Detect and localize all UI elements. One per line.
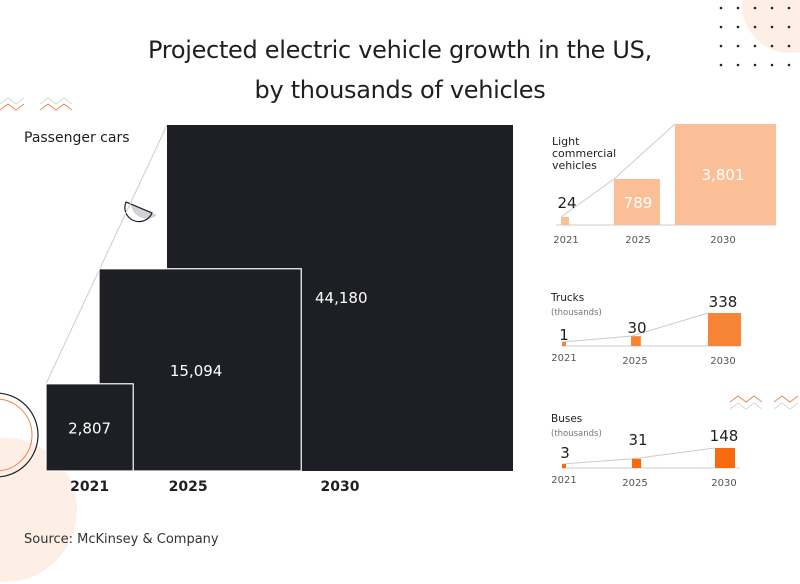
deco-dot [753, 63, 757, 67]
lcv-chart: Light commercial vehicles 24 789 3,801 2021… [552, 123, 776, 246]
trucks-subtitle: (thousands) [551, 308, 602, 318]
deco-dot [770, 63, 774, 67]
lcv-title-line-3: vehicles [552, 159, 597, 172]
trucks-bar-2025 [631, 336, 641, 346]
deco-concentric-circles [0, 392, 39, 478]
lcv-bar-2030 [675, 124, 776, 225]
passenger-value-label: 2,807 [68, 419, 111, 437]
deco-zigzag-right [729, 395, 799, 410]
lcv-value-label: 3,801 [702, 166, 745, 184]
buses-category-label: 2021 [551, 475, 576, 486]
lcv-title-line-2: commercial [552, 147, 616, 160]
passenger-category-label: 2030 [321, 479, 360, 495]
deco-peach-circle-bottom-left [0, 438, 77, 582]
passenger-cars-title: Passenger cars [24, 130, 130, 146]
deco-dot [770, 6, 774, 10]
passenger-bar-2021 [45, 383, 134, 472]
trucks-category-label: 2030 [710, 356, 735, 367]
deco-dot [719, 63, 723, 67]
trucks-title: Trucks [550, 292, 584, 304]
deco-dot [787, 6, 791, 10]
passenger-connector-line [45, 124, 168, 384]
lcv-bar-2025 [614, 178, 661, 225]
lcv-category-label: 2025 [625, 235, 650, 246]
passenger-category-label: 2025 [169, 479, 208, 495]
passenger-value-label: 15,094 [170, 362, 223, 380]
deco-dot [770, 25, 774, 29]
trucks-value-label: 338 [709, 293, 738, 311]
deco-dot [787, 25, 791, 29]
deco-zigzag-left [0, 97, 73, 111]
lcv-bar-2021 [561, 216, 570, 225]
buses-subtitle: (thousands) [551, 429, 602, 439]
buses-value-label: 3 [560, 444, 570, 462]
deco-dot [753, 44, 757, 48]
trucks-bar-2021 [562, 342, 566, 346]
deco-dot [719, 6, 723, 10]
buses-value-label: 148 [710, 427, 739, 445]
deco-dot [736, 44, 740, 48]
passenger-value-label: 44,180 [315, 289, 368, 307]
chart-title-line-2: by thousands of vehicles [254, 76, 546, 104]
buses-bar-2021 [562, 464, 566, 468]
passenger-cars-chart: Passenger cars 2,807 15,094 44,180 2021 2025… [24, 124, 513, 495]
deco-dot [719, 44, 723, 48]
deco-dot [719, 25, 723, 29]
lcv-title: Light commercial vehicles [552, 135, 620, 172]
lcv-category-label: 2021 [553, 235, 578, 246]
buses-value-label: 31 [628, 431, 647, 449]
trucks-value-label: 1 [559, 326, 569, 344]
buses-category-label: 2025 [622, 478, 647, 489]
lcv-value-label: 24 [557, 194, 576, 212]
lcv-value-label: 789 [624, 194, 653, 212]
trucks-category-label: 2025 [622, 356, 647, 367]
deco-dot [753, 6, 757, 10]
lcv-title-line-1: Light [552, 135, 580, 148]
lcv-category-label: 2030 [710, 235, 735, 246]
deco-dot [736, 25, 740, 29]
buses-connector-line [561, 447, 716, 465]
deco-dot [736, 6, 740, 10]
deco-dot [736, 63, 740, 67]
buses-chart: Buses (thousands) 3 31 148 2021 2025 2030 [551, 413, 740, 489]
deco-dot [770, 44, 774, 48]
buses-bar-2030 [715, 448, 735, 468]
trucks-chart: Trucks (thousands) 1 30 338 2021 2025 2030 [550, 292, 741, 367]
deco-dot [787, 44, 791, 48]
trucks-value-label: 30 [627, 319, 646, 337]
passenger-category-label: 2021 [70, 479, 109, 495]
buses-category-label: 2030 [711, 478, 736, 489]
buses-title: Buses [551, 413, 582, 425]
source-note: Source: McKinsey & Company [24, 532, 219, 547]
deco-half-circle [124, 201, 157, 223]
trucks-bar-2030 [708, 313, 741, 346]
chart-title-line-1: Projected electric vehicle growth in the… [148, 36, 652, 64]
chart-title: Projected electric vehicle growth in the… [0, 30, 800, 110]
deco-dot [753, 25, 757, 29]
deco-dot [787, 63, 791, 67]
deco-dot-grid [719, 6, 791, 67]
trucks-category-label: 2021 [551, 353, 576, 364]
buses-bar-2025 [632, 458, 642, 468]
